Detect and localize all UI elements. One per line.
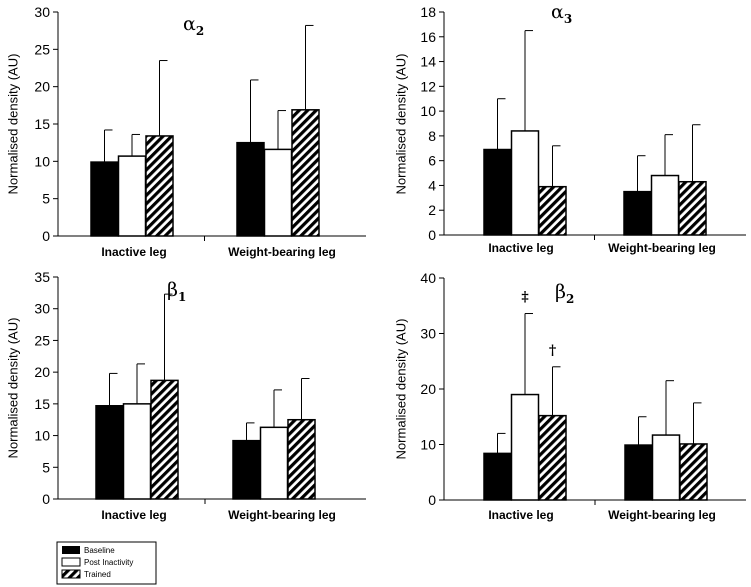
y-tick-label: 10 (420, 437, 436, 453)
y-axis-label: Normalised density (AU) (5, 54, 20, 195)
bar-baseline (483, 452, 512, 501)
y-tick-label: 25 (34, 332, 50, 348)
y-tick-label: 20 (34, 79, 50, 95)
y-tick-label: 8 (428, 128, 436, 144)
y-tick-label: 35 (34, 269, 50, 285)
panel-title: α2 (183, 13, 204, 38)
y-tick-label: 30 (420, 326, 436, 342)
legend-swatch-post-inactivity (61, 557, 81, 567)
bar-trained (538, 414, 567, 501)
category-label: Weight-bearing leg (228, 508, 336, 522)
bar-post-inactivity (122, 403, 152, 500)
y-tick-label: 30 (34, 4, 50, 20)
chart-panel-4: 0 10 20 30 40 Normalised density (AU) β2 Inacti… (393, 270, 746, 522)
y-tick-label: 10 (420, 103, 436, 119)
y-tick-label: 30 (34, 301, 50, 317)
bar-trained (678, 180, 707, 236)
y-tick-label: 2 (428, 202, 436, 218)
bar-post-inactivity (650, 174, 680, 236)
panel-title: α3 (551, 1, 572, 26)
category-label: Inactive leg (101, 508, 166, 522)
legend-swatch-baseline (62, 546, 80, 554)
bar-trained (145, 135, 174, 237)
category-label: Weight-bearing leg (228, 245, 336, 259)
y-tick-label: 18 (420, 4, 436, 20)
bar-post-inactivity (510, 393, 540, 501)
y-tick-label: 0 (42, 491, 50, 507)
bar-post-inactivity (510, 130, 540, 236)
legend-label-baseline: Baseline (84, 546, 115, 555)
y-tick-label: 6 (428, 153, 436, 169)
y-tick-label: 25 (34, 41, 50, 57)
significance-marker: † (549, 343, 556, 359)
y-tick-label: 20 (420, 381, 436, 397)
significance-marker: ‡ (521, 290, 528, 306)
category-label: Inactive leg (101, 245, 166, 259)
panel-title: β1 (167, 279, 186, 304)
bar-trained (538, 185, 567, 236)
legend-label-post-inactivity: Post Inactivity (84, 558, 133, 567)
y-axis-label: Normalised density (AU) (393, 319, 408, 460)
y-tick-label: 0 (42, 228, 50, 244)
category-label: Weight-bearing leg (608, 508, 716, 522)
chart-panel-3: 0 5 10 15 20 25 30 35 Normalised density (AU) β1 I… (5, 269, 366, 522)
y-tick-label: 5 (42, 459, 50, 475)
bar-trained (679, 443, 708, 501)
y-tick-label: 12 (420, 78, 436, 94)
y-axis-label: Normalised density (AU) (5, 318, 20, 459)
y-axis-label: Normalised density (AU) (393, 54, 408, 195)
bar-trained (291, 109, 320, 237)
panel-title: β2 (555, 281, 574, 306)
legend: Baseline Post Inactivity Trained (56, 541, 157, 585)
chart-panel-2: 0 2 4 6 8 10 12 14 16 18 Normalised density (AU) α3… (393, 1, 746, 255)
bar-post-inactivity (117, 155, 147, 237)
bar-baseline (623, 190, 652, 236)
y-tick-label: 16 (420, 29, 436, 45)
y-tick-label: 0 (428, 492, 436, 508)
category-label: Inactive leg (488, 508, 553, 522)
y-tick-label: 10 (34, 428, 50, 444)
bar-baseline (483, 148, 512, 236)
bar-post-inactivity (651, 434, 681, 501)
legend-swatch-trained (61, 569, 81, 579)
bar-baseline (90, 161, 119, 237)
y-tick-label: 15 (34, 116, 50, 132)
y-tick-label: 4 (428, 177, 436, 193)
category-label: Weight-bearing leg (608, 241, 716, 255)
bar-trained (150, 379, 179, 500)
bar-baseline (236, 141, 265, 237)
y-tick-label: 15 (34, 396, 50, 412)
category-label: Inactive leg (488, 241, 553, 255)
y-tick-label: 5 (42, 191, 50, 207)
bar-trained (287, 418, 316, 500)
legend-label-trained: Trained (84, 570, 111, 579)
y-tick-label: 40 (420, 270, 436, 286)
bar-post-inactivity (263, 148, 293, 237)
chart-panel-1: 0 5 10 15 20 25 30 Normalised density (AU) α2 Ina… (5, 4, 366, 259)
bar-baseline (232, 439, 261, 500)
y-tick-label: 10 (34, 153, 50, 169)
y-tick-label: 0 (428, 227, 436, 243)
y-tick-label: 20 (34, 364, 50, 380)
bar-baseline (624, 444, 653, 501)
y-tick-label: 14 (420, 54, 436, 70)
bar-post-inactivity (259, 426, 289, 500)
bar-baseline (95, 405, 124, 500)
